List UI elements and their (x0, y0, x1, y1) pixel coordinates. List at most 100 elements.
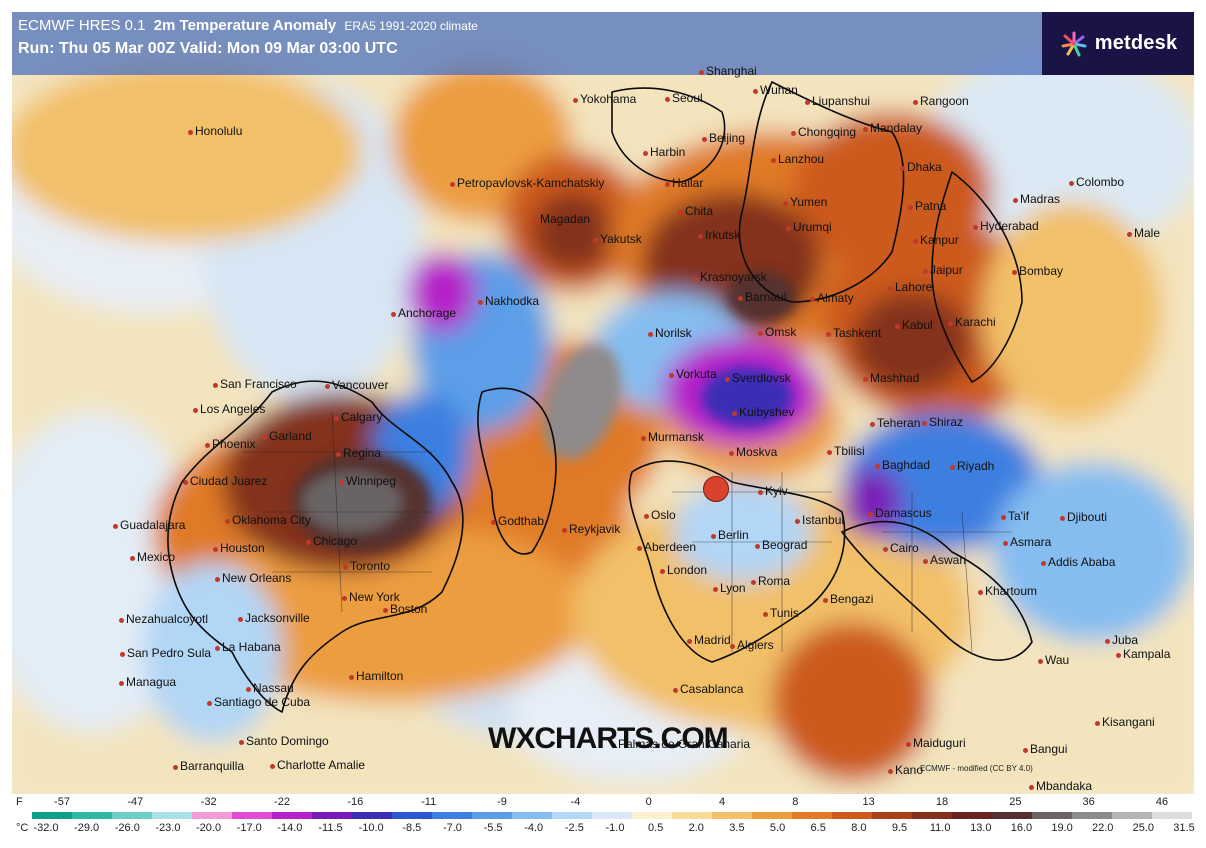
city-label: Nakhodka (478, 294, 539, 308)
city-label: Algiers (730, 638, 774, 652)
city-label: Chicago (306, 534, 358, 548)
city-dot (973, 225, 978, 230)
city-label: New Orleans (215, 571, 291, 585)
city-name: Tunis (770, 606, 799, 620)
city-label: Aberdeen (637, 540, 696, 554)
city-dot (343, 565, 348, 570)
city-name: Santiago de Cuba (214, 695, 311, 709)
city-name: Petropavlovsk-Kamchatskiy (457, 176, 605, 190)
legend-f-tick: 0 (645, 796, 652, 808)
legend-swatch (32, 812, 72, 819)
city-label: Djibouti (1060, 510, 1108, 524)
city-dot (729, 451, 734, 456)
legend-c-tick: 6.5 (810, 822, 826, 834)
city-dot (339, 480, 344, 485)
legend-f-tick: -9 (497, 796, 507, 808)
city-dot (678, 210, 683, 215)
city-dot (810, 297, 815, 302)
city-label: Juba (1105, 633, 1138, 647)
city-name: Asmara (1010, 535, 1052, 549)
city-name: Harbin (650, 145, 686, 159)
legend-swatch (1032, 812, 1072, 819)
city-label: Colombo (1069, 175, 1125, 189)
city-label: Oklahoma City (225, 513, 311, 527)
city-label: Tashkent (826, 326, 881, 340)
legend-swatch (672, 812, 712, 819)
city-label: Bengazi (823, 592, 874, 606)
city-label: Khartoum (978, 584, 1037, 598)
legend-swatch (392, 812, 432, 819)
run-valid-time: Run: Thu 05 Mar 00Z Valid: Mon 09 Mar 03… (18, 40, 398, 57)
city-dot (491, 520, 496, 525)
city-label: Hailar (665, 176, 703, 190)
city-label: Omsk (758, 325, 796, 339)
city-name: Damascus (875, 506, 932, 520)
city-name: Calgary (341, 410, 383, 424)
city-dot (1060, 516, 1065, 521)
city-name: Colombo (1076, 175, 1125, 189)
city-label: Madras (1013, 192, 1060, 206)
city-label: Tunis (763, 606, 799, 620)
legend-c-tick: -8.5 (402, 822, 422, 834)
city-dot (786, 226, 791, 231)
legend-c-tick: 25.0 (1132, 822, 1155, 834)
city-name: London (667, 563, 708, 577)
legend-f-tick: 25 (1009, 796, 1022, 808)
city-label: Asmara (1003, 535, 1052, 549)
city-name: Kano (895, 763, 924, 777)
city-name: Kisangani (1102, 715, 1155, 729)
city-label: Bombay (1012, 264, 1063, 278)
city-dot (262, 435, 267, 440)
legend-swatch (832, 812, 872, 819)
city-name: Shiraz (929, 415, 964, 429)
city-name: Chicago (313, 534, 358, 548)
city-name: Anchorage (398, 306, 457, 320)
legend-f-tick: 18 (935, 796, 949, 808)
city-label: Boston (383, 602, 427, 616)
city-dot (669, 373, 674, 378)
legend-swatch (752, 812, 792, 819)
city-dot (648, 332, 653, 337)
city-label: La Habana (215, 640, 281, 654)
legend-c-tick: 16.0 (1010, 822, 1033, 834)
city-name: Norilsk (655, 326, 692, 340)
city-name: Charlotte Amalie (277, 758, 366, 772)
legend-swatch (912, 812, 952, 819)
city-dot (120, 652, 125, 657)
city-name: Bengazi (830, 592, 874, 606)
city-name: Mexico (137, 550, 176, 564)
watermark: WXCHARTS.COM (488, 722, 729, 755)
legend-swatch (112, 812, 152, 819)
city-label: New York (342, 590, 400, 604)
city-dot (805, 100, 810, 105)
city-label: Lahore (888, 280, 932, 294)
legend-c-tick: 9.5 (891, 822, 908, 834)
city-dot (450, 182, 455, 187)
city-label: Norilsk (648, 326, 692, 340)
parameter-name: 2m Temperature Anomaly (153, 17, 337, 34)
city-label: Shiraz (922, 415, 964, 429)
city-name: Magadan (540, 212, 591, 226)
legend-c-tick: 3.5 (729, 822, 745, 834)
legend-c-tick: -14.0 (277, 822, 303, 834)
city-name: Jacksonville (245, 611, 310, 625)
city-dot (1012, 270, 1017, 275)
city-name: Santo Domingo (246, 734, 329, 748)
city-label: Kisangani (1095, 715, 1155, 729)
legend-swatch (312, 812, 352, 819)
city-name: Barnaul (745, 290, 787, 304)
city-dot (698, 234, 703, 239)
city-label: Krasnoyarsk (693, 270, 767, 284)
city-dot (702, 137, 707, 142)
legend-f-tick: 4 (718, 796, 726, 808)
city-label: Guadalajara (113, 518, 185, 532)
city-name: San Pedro Sula (127, 646, 212, 660)
city-dot (795, 519, 800, 524)
city-name: Djibouti (1067, 510, 1108, 524)
legend-swatch (992, 812, 1032, 819)
city-label: Riyadh (950, 459, 994, 473)
legend-c-tick: -17.0 (236, 822, 262, 834)
city-dot (730, 644, 735, 649)
city-dot (660, 569, 665, 574)
city-name: Kampala (1123, 647, 1171, 661)
